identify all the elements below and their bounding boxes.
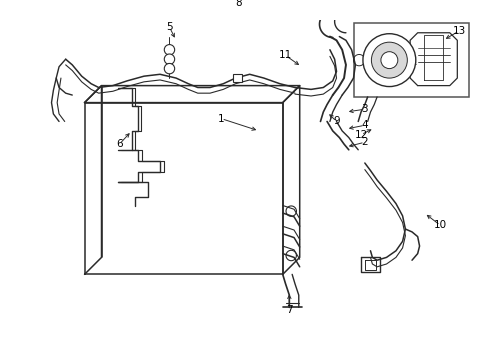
Text: 6: 6	[116, 139, 122, 149]
Text: 13: 13	[452, 26, 465, 36]
Text: 1: 1	[218, 114, 224, 123]
Text: 12: 12	[354, 130, 367, 140]
Text: 10: 10	[433, 220, 446, 230]
Text: 7: 7	[285, 305, 292, 315]
Circle shape	[380, 52, 397, 69]
Circle shape	[164, 63, 174, 74]
Text: 2: 2	[361, 137, 367, 147]
Text: 8: 8	[235, 0, 241, 8]
Text: 11: 11	[278, 50, 292, 60]
Bar	[232, 74, 242, 82]
Bar	[353, 23, 468, 97]
Circle shape	[164, 45, 174, 55]
Circle shape	[362, 34, 415, 86]
Circle shape	[164, 54, 174, 64]
Text: 3: 3	[361, 104, 367, 114]
Text: 4: 4	[361, 120, 367, 130]
Text: 5: 5	[166, 22, 172, 32]
Text: 9: 9	[332, 117, 339, 126]
Circle shape	[371, 42, 407, 78]
